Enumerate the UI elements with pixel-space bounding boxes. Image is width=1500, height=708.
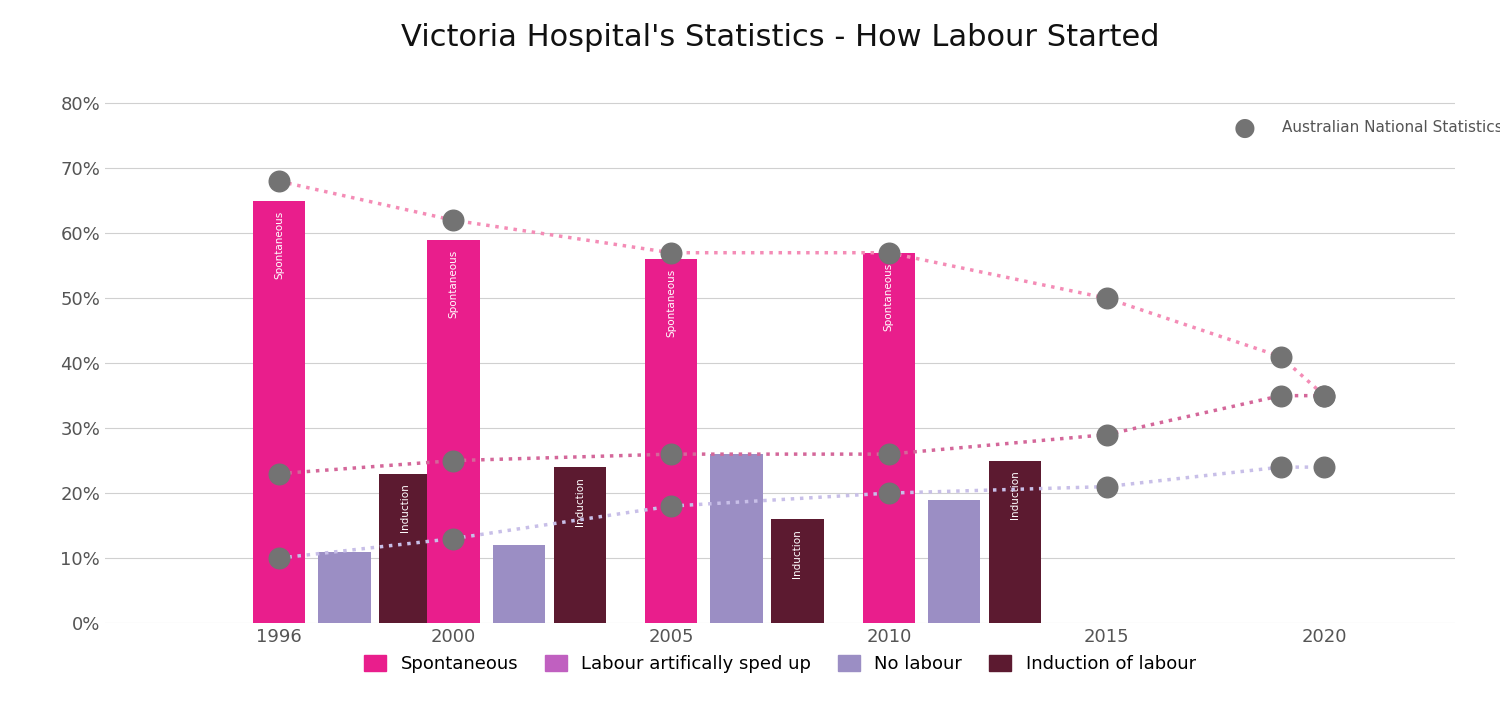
Point [1095,481,1119,492]
Bar [380,474,432,623]
Text: Australian National Statistics: Australian National Statistics [1282,120,1500,135]
Text: Spontaneous: Spontaneous [884,263,894,331]
Point [267,176,291,187]
Bar [988,461,1041,623]
Text: Spontaneous: Spontaneous [274,210,284,279]
Point [1312,390,1336,401]
Point [1269,351,1293,362]
Bar [928,500,981,623]
Bar [862,253,915,623]
Point [1269,390,1293,401]
Text: Spontaneous: Spontaneous [448,249,459,318]
Point [878,448,902,459]
Point [1312,462,1336,473]
Text: Induction: Induction [574,477,585,525]
Text: ●: ● [1234,115,1256,139]
Bar [771,519,824,623]
Point [1312,390,1336,401]
Point [878,247,902,258]
Point [878,487,902,498]
Point [267,552,291,564]
Bar [492,545,544,623]
Text: Induction: Induction [400,484,411,532]
Point [1095,292,1119,304]
Title: Victoria Hospital's Statistics - How Labour Started: Victoria Hospital's Statistics - How Lab… [400,23,1160,52]
Bar [554,467,606,623]
Point [267,468,291,479]
Bar [645,259,698,623]
Point [658,501,682,512]
Bar [427,240,480,623]
Point [658,448,682,459]
Bar [711,454,762,623]
Legend: Spontaneous, Labour artifically sped up, No labour, Induction of labour: Spontaneous, Labour artifically sped up,… [357,648,1203,680]
Bar [318,552,370,623]
Text: Induction: Induction [792,529,802,578]
Text: Spontaneous: Spontaneous [666,269,676,337]
Point [1269,462,1293,473]
Point [441,455,465,467]
Point [658,247,682,258]
Point [441,533,465,544]
Point [1095,429,1119,440]
Text: Induction: Induction [1010,470,1020,519]
Bar [254,201,306,623]
Point [441,215,465,226]
